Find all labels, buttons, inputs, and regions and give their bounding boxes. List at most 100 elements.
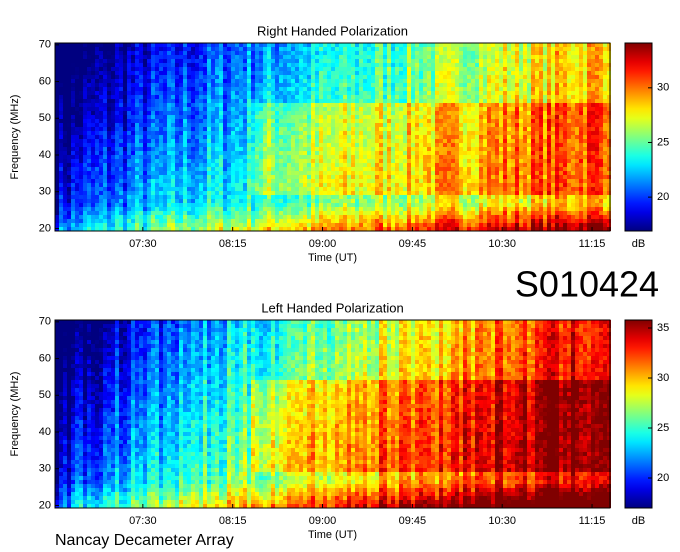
spectrogram-cell bbox=[411, 147, 415, 151]
spectrogram-cell bbox=[255, 115, 259, 119]
spectrogram-cell bbox=[279, 195, 283, 199]
spectrogram-cell bbox=[415, 71, 419, 75]
spectrogram-cell bbox=[147, 211, 151, 215]
spectrogram-cell bbox=[287, 55, 291, 59]
spectrogram-cell bbox=[335, 199, 339, 203]
spectrogram-cell bbox=[99, 55, 103, 59]
spectrogram-cell bbox=[123, 59, 127, 63]
spectrogram-cell bbox=[443, 107, 447, 111]
spectrogram-cell bbox=[59, 215, 63, 219]
spectrogram-cell bbox=[239, 71, 243, 75]
spectrogram-cell bbox=[155, 55, 159, 59]
spectrogram-cell bbox=[147, 55, 151, 59]
spectrogram-cell bbox=[211, 147, 215, 151]
spectrogram-cell bbox=[107, 115, 111, 119]
spectrogram-cell bbox=[451, 99, 455, 103]
spectrogram-cell bbox=[359, 131, 363, 135]
spectrogram-cell bbox=[243, 135, 247, 139]
spectrogram-cell bbox=[95, 139, 99, 143]
spectrogram-cell bbox=[107, 199, 111, 203]
spectrogram-cell bbox=[363, 111, 367, 115]
spectrogram-cell bbox=[143, 223, 147, 227]
spectrogram-cell bbox=[391, 135, 395, 139]
spectrogram-cell bbox=[187, 123, 191, 127]
spectrogram-cell bbox=[247, 187, 251, 191]
spectrogram-cell bbox=[259, 55, 263, 59]
spectrogram-cell bbox=[303, 55, 307, 59]
spectrogram-cell bbox=[419, 51, 423, 55]
spectrogram-cell bbox=[95, 99, 99, 103]
spectrogram-cell bbox=[459, 115, 463, 119]
spectrogram-cell bbox=[307, 59, 311, 63]
spectrogram-cell bbox=[131, 195, 135, 199]
spectrogram-cell bbox=[191, 59, 195, 63]
spectrogram-cell bbox=[179, 187, 183, 191]
spectrogram-cell bbox=[143, 75, 147, 79]
spectrogram-cell bbox=[131, 187, 135, 191]
spectrogram-cell bbox=[203, 127, 207, 131]
spectrogram-cell bbox=[259, 67, 263, 71]
spectrogram-cell bbox=[295, 83, 299, 87]
spectrogram-cell bbox=[227, 147, 231, 151]
spectrogram-cell bbox=[415, 199, 419, 203]
spectrogram-cell bbox=[107, 139, 111, 143]
spectrogram-cell bbox=[311, 223, 315, 227]
spectrogram-cell bbox=[263, 183, 267, 187]
spectrogram-cell bbox=[67, 159, 71, 163]
spectrogram-cell bbox=[455, 59, 459, 63]
spectrogram-cell bbox=[135, 203, 139, 207]
spectrogram-cell bbox=[351, 115, 355, 119]
spectrogram-cell bbox=[251, 79, 255, 83]
spectrogram-cell bbox=[287, 227, 291, 231]
spectrogram-cell bbox=[307, 151, 311, 155]
spectrogram-cell bbox=[147, 123, 151, 127]
spectrogram-cell bbox=[335, 175, 339, 179]
spectrogram-cell bbox=[135, 207, 139, 211]
spectrogram-cell bbox=[55, 63, 59, 67]
spectrogram-cell bbox=[67, 147, 71, 151]
spectrogram-cell bbox=[111, 99, 115, 103]
spectrogram-cell bbox=[395, 227, 399, 231]
spectrogram-cell bbox=[171, 159, 175, 163]
spectrogram-cell bbox=[99, 115, 103, 119]
spectrogram-cell bbox=[307, 143, 311, 147]
spectrogram-cell bbox=[159, 75, 163, 79]
spectrogram-cell bbox=[423, 123, 427, 127]
spectrogram-cell bbox=[259, 143, 263, 147]
spectrogram-cell bbox=[411, 227, 415, 231]
spectrogram-cell bbox=[63, 171, 67, 175]
spectrogram-cell bbox=[179, 55, 183, 59]
spectrogram-cell bbox=[151, 159, 155, 163]
spectrogram-cell bbox=[239, 135, 243, 139]
spectrogram-cell bbox=[411, 215, 415, 219]
spectrogram-cell bbox=[471, 107, 475, 111]
spectrogram-cell bbox=[379, 227, 383, 231]
spectrogram-cell bbox=[263, 219, 267, 223]
spectrogram-cell bbox=[159, 135, 163, 139]
spectrogram-cell bbox=[331, 51, 335, 55]
spectrogram-cell bbox=[339, 111, 343, 115]
spectrogram-cell bbox=[379, 103, 383, 107]
spectrogram-cell bbox=[307, 99, 311, 103]
spectrogram-cell bbox=[395, 55, 399, 59]
spectrogram-cell bbox=[415, 215, 419, 219]
spectrogram-cell bbox=[55, 167, 59, 171]
spectrogram-cell bbox=[111, 123, 115, 127]
spectrogram-cell bbox=[459, 79, 463, 83]
spectrogram-cell bbox=[403, 139, 407, 143]
spectrogram-cell bbox=[447, 147, 451, 151]
spectrogram-cell bbox=[259, 207, 263, 211]
spectrogram-cell bbox=[195, 223, 199, 227]
spectrogram-cell bbox=[331, 103, 335, 107]
spectrogram-cell bbox=[407, 215, 411, 219]
spectrogram-cell bbox=[75, 159, 79, 163]
spectrogram-cell bbox=[375, 179, 379, 183]
spectrogram-cell bbox=[327, 207, 331, 211]
spectrogram-cell bbox=[231, 139, 235, 143]
spectrogram-cell bbox=[451, 203, 455, 207]
spectrogram-cell bbox=[99, 167, 103, 171]
spectrogram-cell bbox=[231, 163, 235, 167]
spectrogram-cell bbox=[171, 131, 175, 135]
spectrogram-cell bbox=[387, 191, 391, 195]
spectrogram-cell bbox=[111, 143, 115, 147]
